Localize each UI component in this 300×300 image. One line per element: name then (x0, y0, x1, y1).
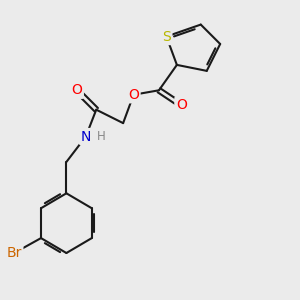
Text: O: O (71, 83, 82, 97)
Text: O: O (128, 88, 139, 102)
Text: O: O (176, 98, 187, 112)
Text: S: S (162, 29, 171, 44)
Text: Br: Br (6, 246, 22, 260)
Text: N: N (81, 130, 91, 144)
Text: H: H (97, 130, 106, 143)
